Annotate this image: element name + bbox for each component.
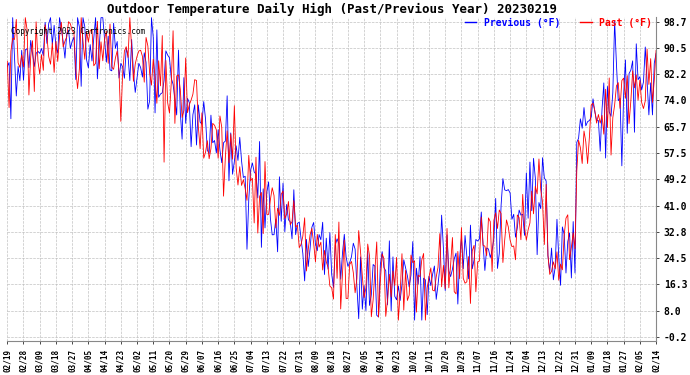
Previous (°F) [412, 266, 420, 270]
Title: Outdoor Temperature Daily High (Past/Previous Year) 20230219: Outdoor Temperature Daily High (Past/Pre… [107, 3, 557, 16]
Previous (°F) [375, 315, 383, 319]
Previous (°F) [8, 15, 17, 20]
Past (°F) [126, 15, 134, 20]
Previous (°F) [3, 64, 12, 69]
Previous (°F) [126, 78, 134, 83]
Past (°F) [375, 315, 383, 319]
Previous (°F) [23, 46, 31, 51]
Past (°F) [394, 318, 402, 322]
Previous (°F) [411, 318, 419, 322]
Previous (°F) [576, 117, 584, 121]
Past (°F) [3, 59, 12, 64]
Previous (°F) [396, 298, 404, 303]
Past (°F) [23, 27, 31, 32]
Line: Previous (°F): Previous (°F) [8, 18, 656, 320]
Legend: Previous (°F), Past (°F): Previous (°F), Past (°F) [461, 14, 656, 32]
Line: Past (°F): Past (°F) [8, 18, 656, 320]
Previous (°F) [652, 51, 660, 56]
Past (°F) [21, 15, 30, 20]
Text: Copyright 2023 Cartronics.com: Copyright 2023 Cartronics.com [10, 27, 145, 36]
Past (°F) [412, 310, 420, 314]
Past (°F) [398, 252, 406, 256]
Past (°F) [576, 146, 584, 150]
Past (°F) [652, 48, 660, 52]
